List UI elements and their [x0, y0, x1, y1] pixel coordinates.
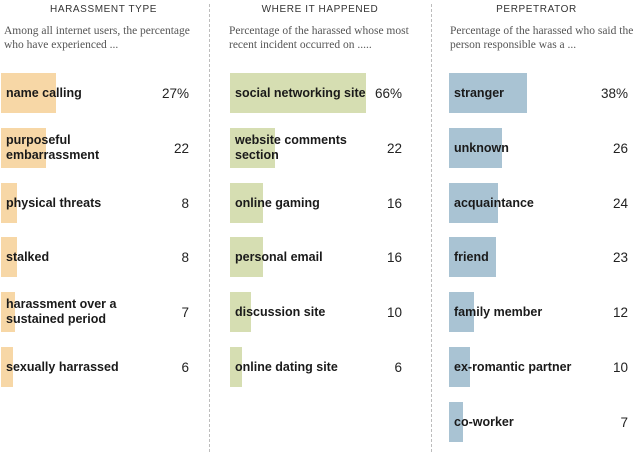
bar	[449, 292, 474, 332]
panel-harassment-type: HARASSMENT TYPE Among all internet users…	[0, 0, 207, 456]
bar-row-website-comments-section: website comments section 22	[211, 128, 429, 168]
bar	[1, 73, 56, 113]
bar-label: purposeful embarrassment	[6, 133, 100, 162]
bar-value-label: 66%	[374, 85, 402, 101]
bar-value-label: 16	[386, 249, 402, 265]
bar-row-sexually-harrassed: sexually harrassed 6	[0, 347, 207, 387]
bar-label: online gaming	[235, 195, 320, 210]
bar-label: stranger	[454, 85, 505, 100]
panel-divider-2	[431, 4, 432, 452]
bar-value-label: 27%	[161, 85, 189, 101]
bar	[449, 347, 470, 387]
bar-label: name calling	[6, 85, 82, 100]
bar-label: ex-romantic partner	[454, 359, 572, 374]
bar-value-label: 8	[181, 195, 189, 211]
panel-where-it-happened: WHERE IT HAPPENED Percentage of the hara…	[211, 0, 429, 456]
bar-label: stalked	[6, 249, 50, 264]
bar-label: physical threats	[6, 195, 102, 210]
bar-value-label: 10	[386, 304, 402, 320]
panel-title: WHERE IT HAPPENED	[261, 4, 379, 15]
bar-value-label: 38%	[600, 85, 628, 101]
bar	[1, 292, 15, 332]
bar-row-friend: friend 23	[433, 237, 640, 277]
panel-perpetrator: PERPETRATOR Percentage of the harassed w…	[433, 0, 640, 456]
bar	[1, 183, 17, 223]
bar-row-social-networking-site: social networking site 66%	[211, 73, 429, 113]
bar	[230, 347, 242, 387]
bar-label: online dating site	[235, 359, 338, 374]
bar	[230, 128, 275, 168]
bar-label: discussion site	[235, 304, 326, 319]
bar-label: harassment over a sustained period	[6, 297, 117, 326]
bar-value-label: 7	[181, 304, 189, 320]
bar-value-label: 10	[612, 359, 628, 375]
bar-row-stranger: stranger 38%	[433, 73, 640, 113]
bar	[1, 128, 46, 168]
bar-value-label: 23	[612, 249, 628, 265]
bar	[449, 73, 527, 113]
panel-subtitle: Percentage of the harassed who said the …	[450, 25, 634, 51]
bar-row-stalked: stalked 8	[0, 237, 207, 277]
bar	[449, 402, 463, 442]
panel-title: HARASSMENT TYPE	[50, 4, 157, 15]
panel-subtitle: Percentage of the harassed whose most re…	[229, 25, 409, 51]
bar-label: friend	[454, 249, 489, 264]
bar-value-label: 26	[612, 140, 628, 156]
bar-label: personal email	[235, 249, 323, 264]
bar-value-label: 24	[612, 195, 628, 211]
bar-row-co-worker: co-worker 7	[433, 402, 640, 442]
bar-row-harassment-over-a-sustained-period: harassment over a sustained period 7	[0, 292, 207, 332]
bar	[230, 237, 263, 277]
bar-label: website comments section	[235, 133, 347, 162]
bar	[449, 128, 502, 168]
panel-subtitle: Among all internet users, the percentage…	[4, 25, 190, 51]
bar	[449, 183, 498, 223]
bar-label: unknown	[454, 140, 509, 155]
bar-label: sexually harrassed	[6, 359, 119, 374]
bar-value-label: 6	[394, 359, 402, 375]
bar-value-label: 8	[181, 249, 189, 265]
bar-row-online-dating-site: online dating site 6	[211, 347, 429, 387]
bar-label: social networking site	[235, 85, 366, 100]
panel-divider-1	[209, 4, 210, 452]
bar-row-purposeful-embarrassment: purposeful embarrassment 22	[0, 128, 207, 168]
bar-value-label: 22	[173, 140, 189, 156]
panel-title: PERPETRATOR	[496, 4, 577, 15]
bar-row-family-member: family member 12	[433, 292, 640, 332]
bar	[1, 237, 17, 277]
bar	[230, 73, 366, 113]
bar	[449, 237, 496, 277]
bar-row-acquaintance: acquaintance 24	[433, 183, 640, 223]
bar-label: acquaintance	[454, 195, 534, 210]
bar-value-label: 12	[612, 304, 628, 320]
bar	[1, 347, 13, 387]
bar-row-name-calling: name calling 27%	[0, 73, 207, 113]
bar-label: family member	[454, 304, 543, 319]
bar-row-online-gaming: online gaming 16	[211, 183, 429, 223]
bar-row-discussion-site: discussion site 10	[211, 292, 429, 332]
bar	[230, 183, 263, 223]
bar	[230, 292, 251, 332]
bar-label: co-worker	[454, 414, 514, 429]
bar-row-personal-email: personal email 16	[211, 237, 429, 277]
bar-row-ex-romantic-partner: ex-romantic partner 10	[433, 347, 640, 387]
bar-value-label: 6	[181, 359, 189, 375]
bar-row-physical-threats: physical threats 8	[0, 183, 207, 223]
bar-value-label: 22	[386, 140, 402, 156]
bar-row-unknown: unknown 26	[433, 128, 640, 168]
bar-value-label: 16	[386, 195, 402, 211]
bar-value-label: 7	[620, 414, 628, 430]
